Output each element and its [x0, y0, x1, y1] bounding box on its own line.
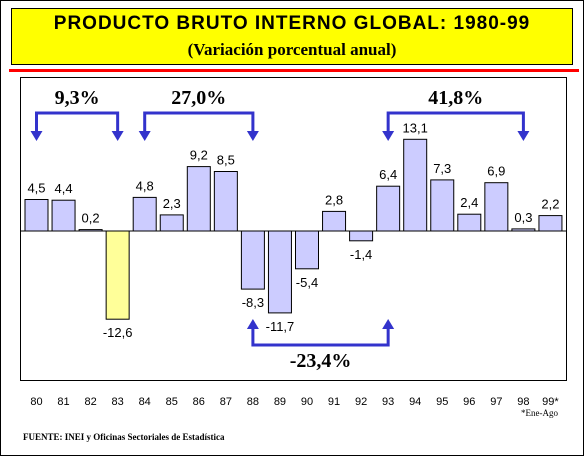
x-tick-80: 80 [30, 396, 42, 408]
x-tick-98: 98 [517, 396, 529, 408]
value-label-90: -5,4 [296, 275, 318, 290]
bar-81 [51, 199, 76, 232]
bracket-3 [251, 327, 390, 347]
x-tick-82: 82 [84, 396, 96, 408]
x-tick-97: 97 [490, 396, 502, 408]
x-tick-93: 93 [382, 396, 394, 408]
bar-83 [105, 230, 130, 320]
bracket-arrowhead-2-a [382, 131, 395, 141]
value-label-94: 13,1 [403, 120, 428, 135]
bar-89 [267, 230, 292, 314]
bar-99* [538, 215, 563, 232]
bracket-arrowhead-1-a [138, 131, 151, 141]
title-banner: PRODUCTO BRUTO INTERNO GLOBAL: 1980-99 (… [11, 8, 573, 65]
bar-87 [213, 171, 238, 232]
value-label-97: 6,9 [487, 164, 505, 179]
bar-88 [240, 230, 265, 290]
bar-85 [159, 214, 184, 232]
value-label-85: 2,3 [163, 196, 181, 211]
value-label-89: -11,7 [266, 319, 295, 334]
x-tick-91: 91 [328, 396, 340, 408]
bar-84 [132, 196, 157, 232]
value-label-80: 4,5 [27, 181, 45, 196]
bracket-1 [143, 111, 255, 133]
x-tick-86: 86 [193, 396, 205, 408]
bar-86 [186, 166, 211, 232]
x-tick-96: 96 [463, 396, 475, 408]
chart-title: PRODUCTO BRUTO INTERNO GLOBAL: 1980-99 [53, 13, 531, 34]
bar-92 [349, 230, 374, 242]
bar-80 [24, 199, 49, 232]
bracket-arrowhead-2-b [517, 131, 530, 141]
x-tick-88: 88 [247, 396, 259, 408]
x-tick-87: 87 [220, 396, 232, 408]
bar-98 [511, 228, 536, 232]
value-label-93: 6,4 [379, 167, 397, 182]
title-rule [9, 69, 579, 72]
bar-97 [484, 182, 509, 232]
x-tick-84: 84 [139, 396, 151, 408]
value-label-98: 0,3 [514, 210, 532, 225]
x-tick-99*: 99* [542, 396, 559, 408]
x-tick-95: 95 [436, 396, 448, 408]
value-label-96: 2,4 [460, 195, 478, 210]
plot-area [20, 77, 567, 381]
x-tick-89: 89 [274, 396, 286, 408]
bar-95 [430, 179, 455, 232]
value-label-92: -1,4 [350, 247, 372, 262]
annotation-label-2: 41,8% [428, 87, 483, 109]
bracket-arrowhead-3-b [382, 319, 395, 329]
value-label-87: 8,5 [217, 153, 235, 168]
bracket-arrowhead-1-b [246, 131, 259, 141]
x-tick-90: 90 [301, 396, 313, 408]
value-label-83: -12,6 [103, 325, 133, 340]
value-label-84: 4,8 [136, 178, 154, 193]
bar-90 [295, 230, 319, 270]
x-tick-81: 81 [57, 396, 69, 408]
value-label-95: 7,3 [433, 161, 451, 176]
x-tick-94: 94 [409, 396, 421, 408]
bracket-arrowhead-0-a [30, 131, 43, 141]
bar-91 [322, 210, 347, 232]
x-tick-85: 85 [166, 396, 178, 408]
chart-subtitle: (Variación porcentual anual) [187, 40, 397, 59]
bar-82 [78, 229, 103, 232]
annotation-label-1: 27,0% [171, 87, 226, 109]
bracket-arrowhead-0-b [111, 131, 124, 141]
source-note: FUENTE: INEI y Oficinas Sectoriales de E… [23, 432, 225, 442]
value-label-99*: 2,2 [541, 197, 559, 212]
bracket-0 [35, 111, 120, 133]
value-label-81: 4,4 [55, 181, 73, 196]
annotation-label-0: 9,3% [55, 87, 100, 109]
value-label-82: 0,2 [82, 211, 100, 226]
footnote: *Ene-Ago [521, 408, 558, 418]
annotation-label-3: -23,4% [290, 350, 352, 372]
value-label-88: -8,3 [242, 295, 264, 310]
bar-96 [457, 213, 482, 232]
x-tick-83: 83 [112, 396, 124, 408]
bracket-2 [386, 111, 525, 133]
bar-94 [403, 138, 428, 232]
value-label-86: 9,2 [190, 148, 208, 163]
bracket-arrowhead-3-a [246, 319, 259, 329]
x-tick-92: 92 [355, 396, 367, 408]
value-label-91: 2,8 [325, 192, 343, 207]
bar-93 [376, 185, 401, 232]
